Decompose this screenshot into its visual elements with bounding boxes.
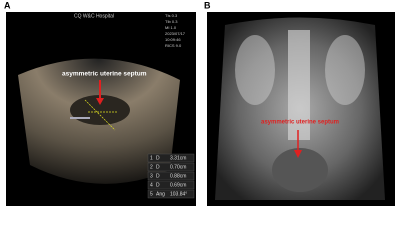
header-text: MI 1.0: [165, 25, 177, 30]
measurement-cell: 0.69cm: [170, 182, 186, 188]
measurement-row: [147, 180, 195, 190]
caliper: [84, 99, 116, 131]
measurement-cell: D: [156, 182, 160, 188]
header-text: TIb 0.3: [165, 19, 178, 24]
measurement-cell: 4: [150, 182, 153, 188]
measurement-cell: 3.31cm: [170, 155, 186, 161]
arrow-head: [96, 98, 104, 105]
header-text: RICS 9.0: [165, 43, 182, 48]
measurement-row: [147, 189, 195, 199]
annotation: asymmetric uterine septum: [62, 71, 147, 78]
measurement-cell: D: [156, 164, 160, 170]
spine: [288, 30, 310, 140]
panel-label: A: [4, 0, 11, 10]
measurement-cell: 0.70cm: [170, 164, 186, 170]
kidney: [235, 35, 275, 105]
measurement-cell: 3: [150, 173, 153, 179]
measurement-cell: 1: [150, 155, 153, 161]
annotation: asymmetric uterine septum: [261, 120, 339, 126]
arrow-head: [294, 150, 302, 158]
measurement-cell: D: [156, 155, 160, 161]
header-text: TIs 0.3: [165, 13, 178, 18]
measurement-cell: 2: [150, 164, 153, 170]
measurement-row: [147, 171, 195, 181]
measurement-cell: 5: [150, 191, 153, 197]
measurement-cell: 0.88cm: [170, 173, 186, 179]
measurement-row: [147, 162, 195, 172]
panel-label: B: [204, 0, 211, 10]
measurement-row: [147, 153, 195, 163]
header-text: 10:09:46: [165, 37, 181, 42]
measurement-cell: D: [156, 173, 160, 179]
measurement-cell: Ang: [156, 191, 165, 197]
measurement-cell: 103.84°: [170, 191, 187, 197]
header-text: 2023/07/17: [165, 31, 186, 36]
uterus: [272, 148, 328, 192]
hospital: CQ W&C Hospital: [74, 13, 114, 19]
kidney: [325, 35, 365, 105]
